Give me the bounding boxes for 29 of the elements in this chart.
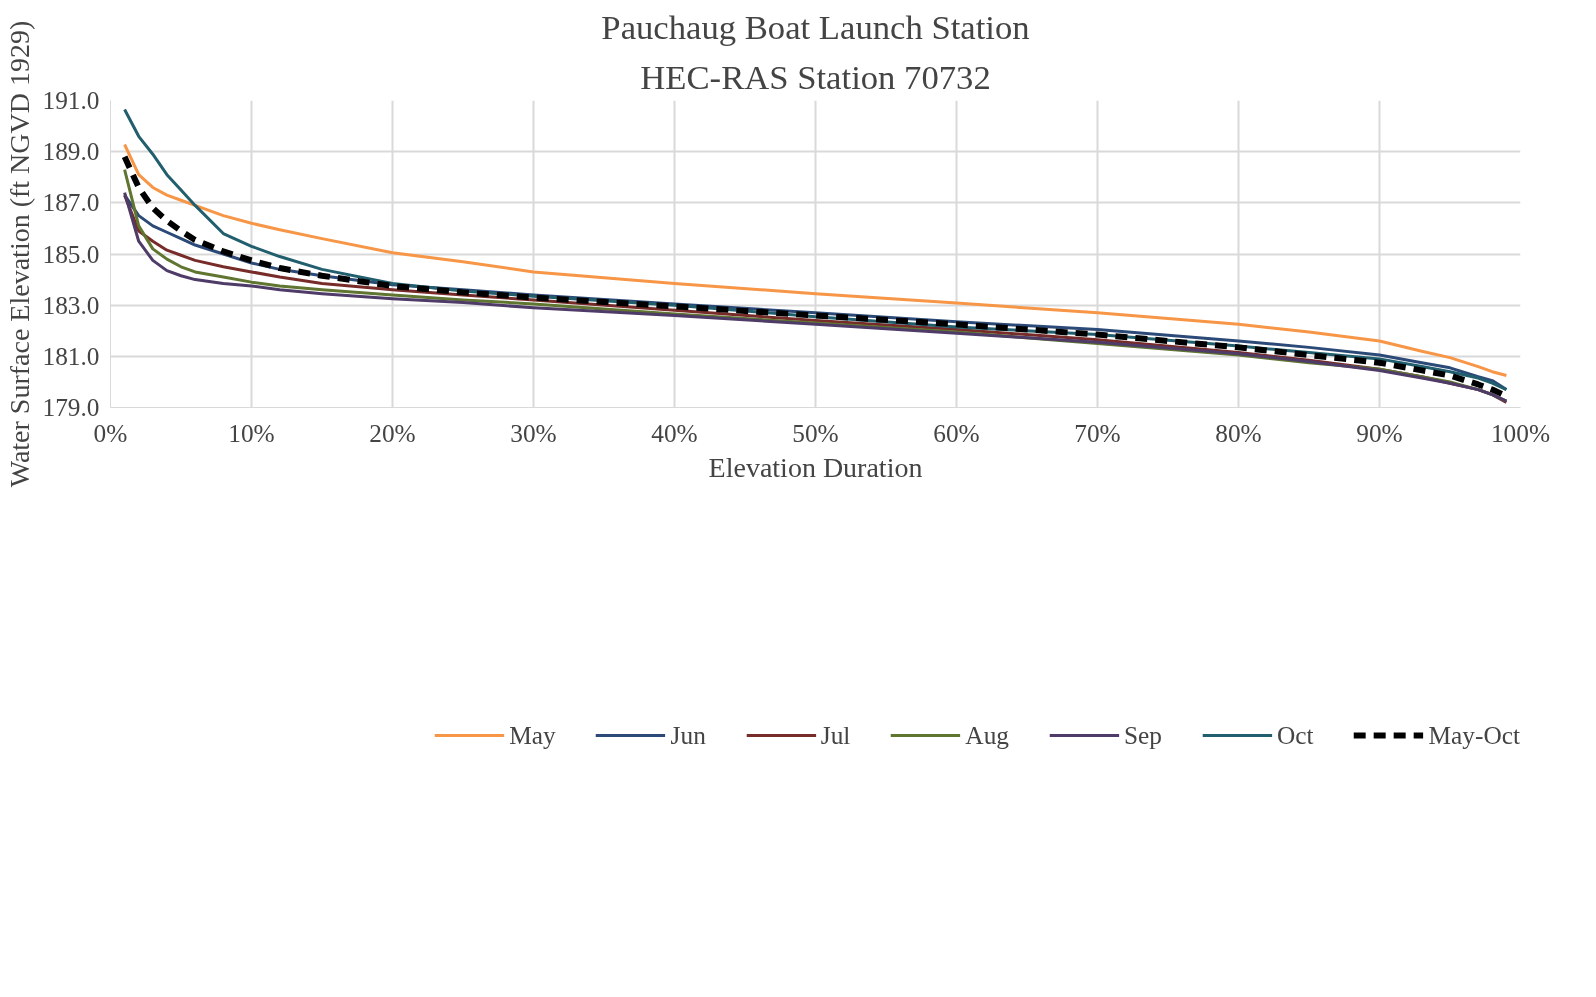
x-tick-label: 60% — [933, 418, 980, 447]
y-tick-label: 181.0 — [42, 341, 100, 370]
y-tick-label: 189.0 — [42, 137, 100, 166]
chart-subtitle: HEC-RAS Station 70732 — [640, 57, 991, 96]
legend-label: Jun — [670, 720, 706, 750]
x-tick-label: 20% — [369, 418, 416, 447]
x-tick-label: 10% — [228, 418, 275, 447]
x-tick-label: 80% — [1215, 418, 1262, 447]
legend-label: May-Oct — [1428, 720, 1520, 750]
y-axis-title: Water Surface Elevation (ft NGVD 1929) — [3, 20, 35, 488]
y-tick-label: 179.0 — [42, 393, 100, 421]
legend-label: May — [509, 720, 556, 750]
chart-title: Pauchaug Boat Launch Station — [601, 7, 1030, 46]
y-tick-label: 185.0 — [42, 239, 100, 268]
x-tick-label: 0% — [93, 418, 128, 447]
legend-label: Jul — [820, 720, 851, 750]
y-tick-label: 191.0 — [42, 86, 100, 114]
legend-label: Oct — [1276, 720, 1314, 750]
x-tick-label: 90% — [1356, 418, 1403, 447]
x-tick-label: 40% — [651, 418, 698, 447]
x-tick-label: 100% — [1490, 418, 1551, 447]
x-tick-label: 70% — [1074, 418, 1121, 447]
legend-label: Aug — [965, 720, 1009, 750]
legend-label: Sep — [1123, 720, 1162, 750]
y-tick-label: 183.0 — [42, 290, 100, 319]
x-tick-label: 30% — [510, 418, 557, 447]
x-tick-label: 50% — [792, 418, 839, 447]
x-axis-title: Elevation Duration — [708, 451, 923, 483]
y-tick-label: 187.0 — [42, 188, 100, 217]
